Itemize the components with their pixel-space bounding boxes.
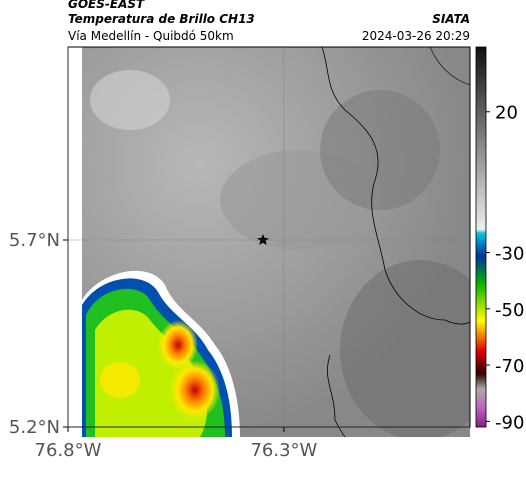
datetime: 2024-03-26 20:29: [362, 29, 470, 43]
lon-label: 76.3°W: [250, 440, 317, 461]
title: Temperatura de Brillo CH13: [68, 12, 255, 26]
colorbar-label: -90: [495, 412, 524, 433]
lat-label: 5.7°N: [9, 230, 60, 251]
colorbar-label: -30: [495, 243, 524, 264]
location-marker: [257, 234, 269, 245]
colorbar-label: -50: [495, 300, 524, 321]
source: GOES-EAST: [68, 0, 145, 11]
colorbar: [475, 46, 487, 428]
route: Vía Medellín - Quibdó 50km: [68, 29, 234, 43]
satellite-image: [82, 47, 470, 437]
agency: SIATA: [432, 12, 470, 26]
lat-label: 5.2°N: [9, 417, 60, 438]
colorbar-label: 20: [495, 103, 518, 124]
colorbar-label: -70: [495, 356, 524, 377]
lon-label: 76.8°W: [35, 440, 102, 461]
